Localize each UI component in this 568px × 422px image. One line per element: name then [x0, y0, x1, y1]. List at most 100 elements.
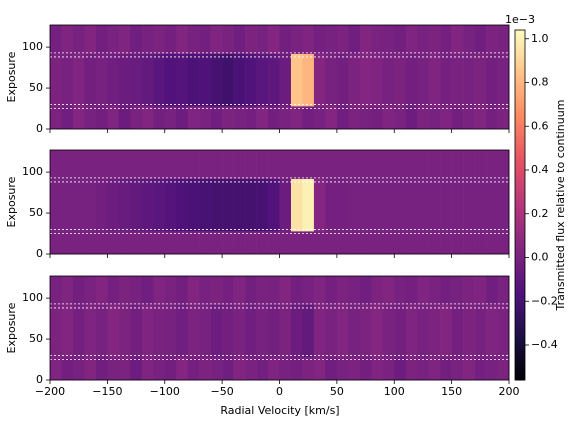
heatmap-cell [72, 357, 85, 381]
heatmap-cell [176, 231, 188, 255]
colorbar-swatch [515, 350, 525, 355]
heatmap-cell [153, 276, 166, 305]
x-axis-label: Radial Velocity [km/s] [220, 404, 339, 417]
heatmap-cell [486, 304, 498, 358]
colorbar-swatch [515, 199, 525, 203]
heatmap-cell [371, 53, 384, 107]
y-tick-label: 50 [29, 81, 43, 94]
colorbar-swatch [515, 155, 525, 159]
heatmap-cell [336, 178, 349, 232]
colorbar-tick-label: 0.2 [531, 207, 549, 220]
heatmap-cell [153, 25, 166, 54]
heatmap-cell [474, 150, 487, 179]
colorbar-swatch [515, 117, 525, 121]
heatmap-cell [176, 304, 188, 358]
heatmap-cell [486, 276, 498, 305]
heatmap-cell [233, 357, 246, 381]
heatmap-cell [451, 53, 464, 107]
heatmap-cell [118, 357, 131, 381]
colorbar-swatch [515, 210, 525, 215]
heatmap-cell [428, 178, 441, 232]
heatmap-cell [118, 106, 131, 130]
colorbar-swatch [515, 62, 525, 66]
colorbar-swatch [515, 196, 525, 200]
heatmap-cell [222, 304, 234, 358]
colorbar-swatch [515, 170, 525, 174]
heatmap-cell [256, 304, 269, 358]
heatmap-cell [72, 106, 85, 130]
heatmap-cell [394, 357, 407, 381]
heatmap-cell [394, 53, 407, 107]
colorbar-swatch [515, 377, 525, 381]
colorbar-swatch [515, 272, 525, 276]
heatmap-cell [176, 276, 188, 305]
heatmap-cell [474, 357, 487, 381]
heatmap-cell [256, 231, 269, 255]
heatmap-cell [394, 304, 407, 358]
heatmap-cell [279, 357, 292, 381]
heatmap-cell [141, 357, 154, 381]
heatmap-cell [348, 106, 361, 130]
heatmap-cell [50, 106, 62, 130]
colorbar-swatch [515, 304, 525, 308]
heatmap-cell [153, 150, 166, 179]
heatmap-cell [348, 357, 361, 381]
colorbar-swatch [515, 234, 525, 238]
colorbar-swatch [515, 225, 525, 229]
heatmap-cell [497, 178, 510, 232]
heatmap-cell [130, 106, 143, 130]
heatmap-cell [210, 150, 223, 179]
heatmap-cell [118, 53, 131, 107]
heatmap-cell [497, 357, 510, 381]
heatmap-cell [451, 276, 464, 305]
heatmap-cell [107, 150, 120, 179]
heatmap-cell [256, 150, 269, 179]
colorbar-swatch [515, 266, 525, 270]
heatmap-cell [107, 276, 120, 305]
heatmap-cell [359, 231, 372, 255]
colorbar-frame [514, 29, 526, 381]
heatmap-cell [325, 25, 338, 54]
colorbar-swatch [515, 152, 525, 156]
heatmap-cell [222, 150, 234, 179]
colorbar-swatch [515, 32, 525, 37]
heatmap-cell [394, 276, 407, 305]
colorbar-swatch [515, 146, 525, 151]
colorbar-swatch [515, 242, 525, 247]
heatmap-cell [222, 178, 234, 232]
heatmap-cell [486, 106, 498, 130]
heatmap-cell [417, 276, 429, 305]
heatmap-cell [405, 150, 418, 179]
heatmap-cell [95, 25, 108, 54]
heatmap-cell [268, 106, 280, 130]
colorbar-swatch [515, 50, 525, 54]
heatmap-cell [164, 276, 177, 305]
colorbar-swatch [515, 202, 525, 206]
y-axis-label: Exposure [5, 51, 18, 102]
heatmap-cell [497, 53, 510, 107]
heatmap-cell [336, 106, 349, 130]
heatmap-cell [256, 357, 269, 381]
colorbar-swatch [515, 336, 525, 340]
x-tick-label: 50 [330, 385, 344, 398]
heatmap-cell [130, 53, 143, 107]
colorbar-swatch [515, 56, 525, 60]
colorbar-tick-label: 0.0 [531, 251, 549, 264]
heatmap-cell [348, 276, 361, 305]
y-tick-label: 100 [22, 40, 43, 53]
colorbar-tick-label: 0.8 [531, 76, 549, 89]
colorbar-swatch [515, 190, 525, 194]
colorbar-swatch [515, 371, 525, 375]
heatmap-cell [417, 231, 429, 255]
heatmap-cell [382, 53, 395, 107]
heatmap-cell [50, 276, 62, 305]
heatmap-cell [359, 304, 372, 358]
heatmap-cell [428, 231, 441, 255]
heatmap-cell [290, 231, 303, 255]
heatmap-cell [348, 304, 361, 358]
heatmap-cell [107, 304, 120, 358]
heatmap-cell [325, 304, 338, 358]
heatmap-cell [474, 231, 487, 255]
heatmap-cell [417, 178, 429, 232]
